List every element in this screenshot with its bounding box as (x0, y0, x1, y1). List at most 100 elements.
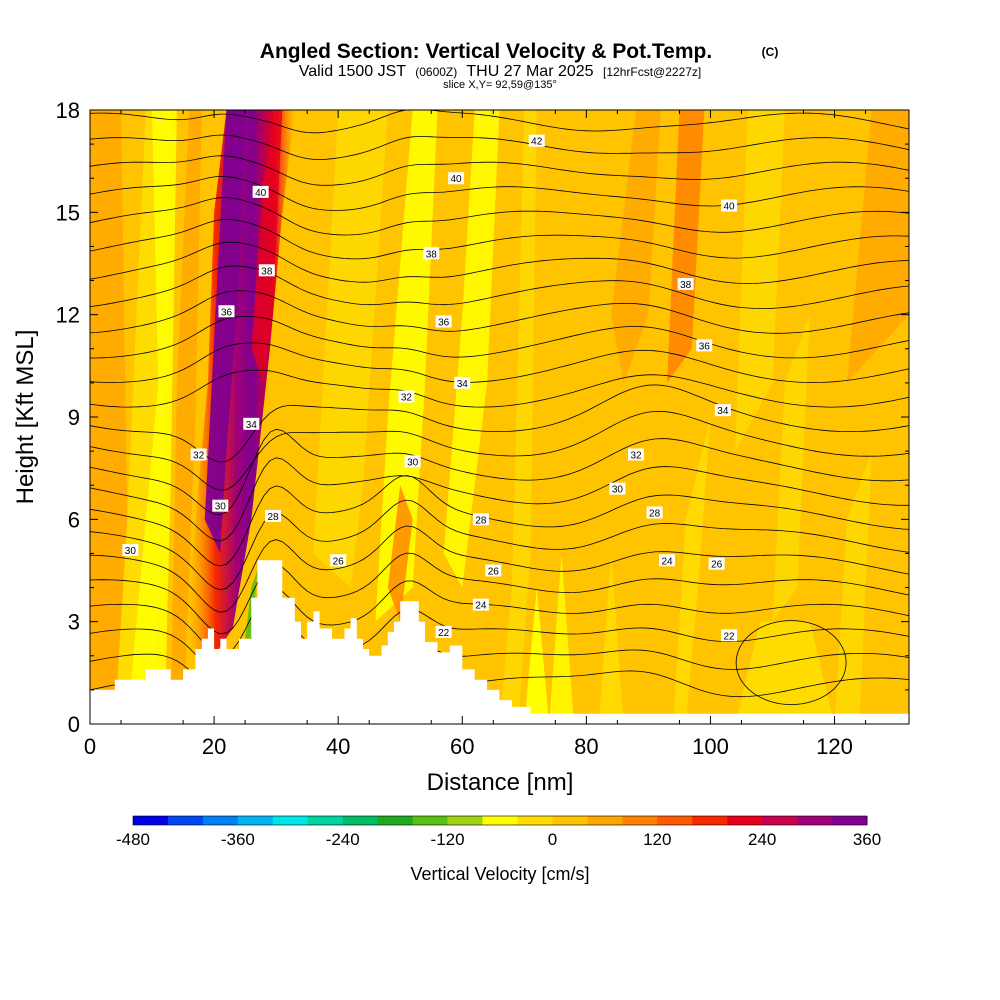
isentrope-label: 28 (265, 509, 282, 523)
isentrope-label: 38 (677, 277, 694, 291)
isentrope-label: 26 (485, 564, 502, 578)
colorbar-swatch (237, 816, 274, 825)
subtitle-valid: Valid 1500 JST (299, 63, 407, 80)
updraft-flank (251, 110, 283, 383)
isentrope-label-text: 32 (401, 393, 413, 404)
isentrope-label: 30 (609, 482, 626, 496)
subtitle-utc: (0600Z) (415, 65, 457, 79)
isentrope-label-bg (696, 339, 713, 352)
colorbar-swatch (692, 816, 728, 825)
subtitle: Valid 1500 JST (0600Z) THU 27 Mar 2025 [… (299, 63, 702, 80)
isentrope-label-bg (628, 448, 644, 461)
field-band (611, 110, 661, 383)
isentrope-line (90, 265, 909, 309)
isentrope-label-text: 34 (717, 406, 729, 417)
colorbar-swatch (482, 816, 518, 825)
slice-label: slice X,Y= 92,59@135° (443, 79, 557, 91)
colorbar-tick-label: -360 (221, 830, 255, 849)
isentrope-line (90, 197, 909, 236)
isentrope-label-bg (265, 509, 282, 522)
colorbar-swatch (832, 816, 868, 825)
field-band (443, 110, 500, 588)
y-tick-label: 9 (68, 405, 80, 430)
isentrope-label-text: 30 (612, 485, 624, 496)
isentrope-label-bg (714, 404, 731, 417)
isentrope-label-bg (472, 513, 489, 526)
y-tick-label: 3 (68, 610, 80, 635)
isentrope-label: 40 (252, 185, 269, 199)
y-tick-label: 15 (56, 200, 80, 225)
isentrope-label-bg (212, 499, 229, 512)
chart-title: Angled Section: Vertical Velocity & Pot.… (260, 40, 712, 63)
isentrope-label-bg (721, 199, 738, 212)
colorbar-swatch (622, 816, 658, 825)
isentrope-labels: 42 40 40 40 38 38 38 36 36 36 34 34 34 32 32 32 30 30 30 30… (122, 134, 738, 642)
isentrope-label-text: 42 (531, 137, 543, 148)
isentrope-label: 40 (721, 199, 738, 213)
colorbar-swatch (517, 816, 553, 825)
isentrope-label-text: 30 (407, 457, 419, 468)
isentrope-label-text: 40 (255, 188, 267, 199)
field-band (375, 110, 438, 622)
isentrope-label-text: 38 (426, 249, 438, 260)
isentrope-label-text: 28 (649, 509, 661, 520)
isentrope-label: 34 (454, 376, 471, 390)
isentrope-label: 38 (423, 247, 440, 260)
isentrope-line (90, 410, 909, 491)
isentrope-label-text: 26 (711, 560, 723, 571)
colorbar-label: Vertical Velocity [cm/s] (410, 864, 589, 884)
isentrope-line (90, 552, 909, 635)
field-band (524, 587, 550, 724)
updraft-core (204, 110, 246, 554)
plot-area: 42 40 40 40 38 38 38 36 36 36 34 34 34 32 32 32 30 30 30 30… (90, 110, 909, 724)
field-band (667, 110, 705, 383)
isentrope-label: 36 (696, 339, 713, 352)
isentrope-label-bg (243, 417, 260, 430)
isentrope-label-text: 38 (680, 280, 692, 291)
y-tick-label: 6 (68, 507, 80, 532)
y-tick-label: 18 (56, 98, 80, 123)
colorbar-swatch (167, 816, 204, 825)
isentrope-line (90, 134, 909, 160)
isentrope-label-text: 22 (438, 628, 450, 639)
isentrope-label: 26 (708, 557, 725, 571)
field-band (598, 553, 624, 724)
isentrope-label-text: 38 (261, 266, 273, 277)
colorbar-tick-label: 240 (748, 830, 776, 849)
x-tick-label: 60 (450, 734, 474, 759)
isentrope-label-bg (448, 172, 465, 185)
isentrope-label-text: 28 (267, 512, 279, 523)
x-tick-label: 0 (84, 734, 96, 759)
isentrope-line (90, 342, 909, 383)
isentrope-line (90, 110, 909, 134)
title-block: Angled Section: Vertical Velocity & Pot.… (260, 40, 779, 91)
colorbar-tick-label: -240 (326, 830, 360, 849)
field-band (313, 110, 388, 588)
isentrope-label-text: 26 (333, 556, 345, 567)
isentrope-label-text: 36 (699, 341, 711, 352)
isentrope-label-bg (677, 277, 694, 290)
x-tick-label: 120 (816, 734, 853, 759)
isentrope-label: 32 (398, 390, 415, 404)
x-tick-label: 80 (574, 734, 598, 759)
isentrope-label: 30 (404, 455, 421, 468)
isentrope-label-text: 30 (215, 502, 227, 513)
isentrope-label: 22 (435, 625, 452, 639)
field-band (846, 110, 909, 383)
isentrope-label: 36 (435, 315, 452, 328)
colorbar-swatch (727, 816, 763, 825)
y-axis-label: Height [Kft MSL] (12, 330, 39, 505)
colorbar-swatch (202, 816, 239, 825)
isentrope-label: 42 (528, 134, 545, 148)
isentrope-label-text: 28 (475, 515, 487, 526)
isentrope-label-text: 34 (246, 420, 258, 431)
isentrope-label-text: 36 (438, 317, 450, 328)
isentropes (90, 110, 909, 718)
isentrope-label-bg (218, 305, 235, 318)
isentrope-label-bg (190, 448, 207, 461)
isentrope-line (90, 241, 909, 284)
y-tick-label: 0 (68, 712, 80, 737)
colorbar-swatch (307, 816, 344, 825)
y-tick-label: 12 (56, 303, 80, 328)
